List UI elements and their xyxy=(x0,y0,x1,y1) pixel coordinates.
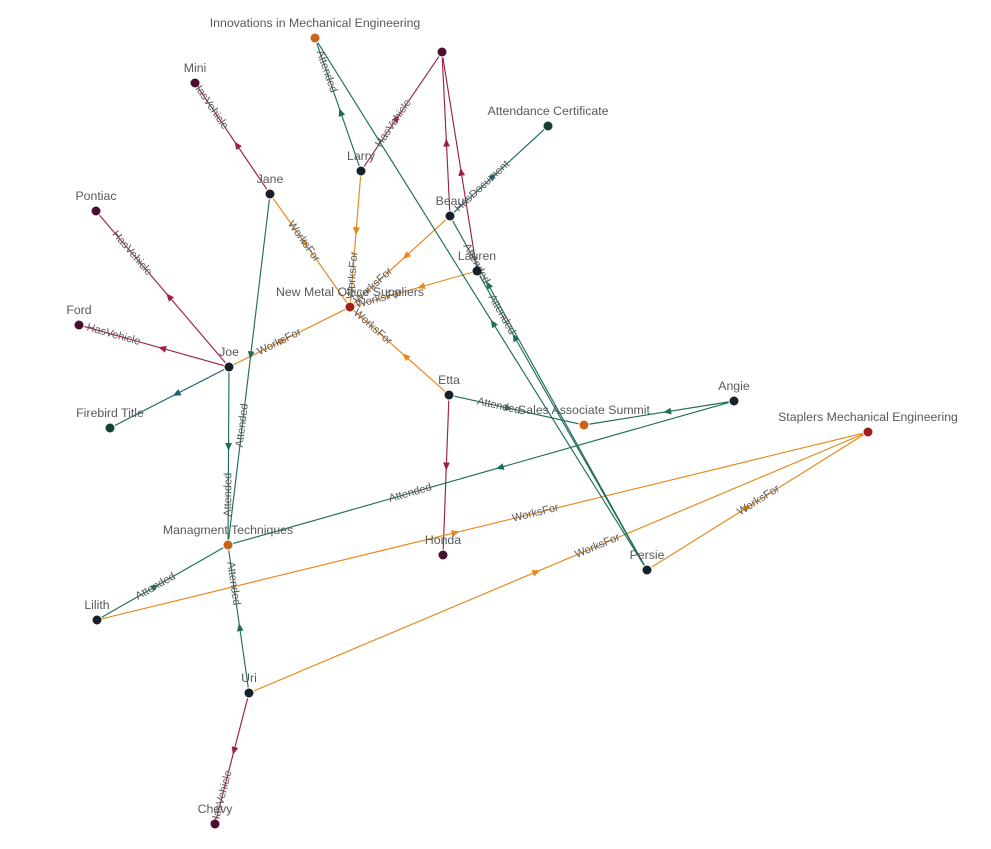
svg-text:Chevy: Chevy xyxy=(198,802,234,816)
svg-text:Attendance Certificate: Attendance Certificate xyxy=(488,104,609,118)
svg-text:Joe: Joe xyxy=(219,345,239,359)
svg-text:Mini: Mini xyxy=(184,61,207,75)
svg-text:Lauren: Lauren xyxy=(458,249,496,263)
svg-text:Sales Associate Summit: Sales Associate Summit xyxy=(518,403,650,417)
svg-text:Etta: Etta xyxy=(438,373,460,387)
svg-text:Ford: Ford xyxy=(66,303,91,317)
svg-text:Attended: Attended xyxy=(222,473,234,517)
svg-text:Honda: Honda xyxy=(425,533,461,547)
svg-text:Pontiac: Pontiac xyxy=(75,189,116,203)
svg-text:Persie: Persie xyxy=(630,548,665,562)
svg-text:Uri: Uri xyxy=(241,671,257,685)
svg-text:New Metal Office Suppliers: New Metal Office Suppliers xyxy=(276,285,424,299)
svg-text:Jane: Jane xyxy=(257,172,284,186)
svg-text:Innovations in Mechanical Engi: Innovations in Mechanical Engineering xyxy=(210,16,421,30)
svg-text:Managment Techniques: Managment Techniques xyxy=(163,523,293,537)
svg-text:Larry: Larry xyxy=(347,149,376,163)
svg-text:Firebird Title: Firebird Title xyxy=(76,406,144,420)
svg-text:Lilith: Lilith xyxy=(84,598,109,612)
svg-text:Beau: Beau xyxy=(436,194,465,208)
svg-text:Staplers Mechanical Engineerin: Staplers Mechanical Engineering xyxy=(778,410,958,424)
svg-text:Angie: Angie xyxy=(718,379,750,393)
